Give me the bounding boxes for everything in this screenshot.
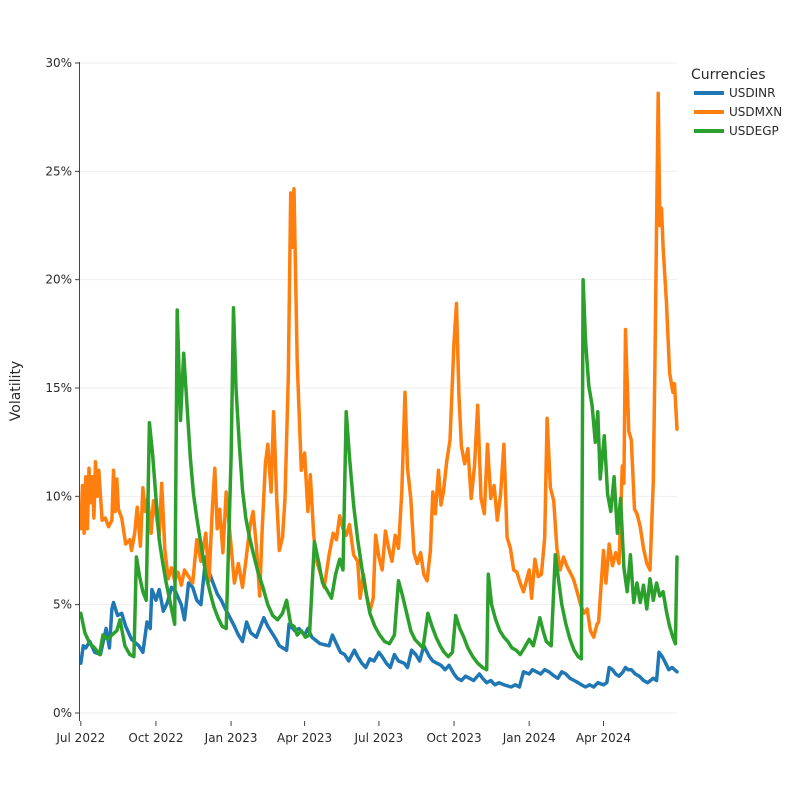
y-tick-label: 25% bbox=[45, 164, 72, 178]
x-tick-label: Jul 2023 bbox=[353, 731, 403, 745]
y-axis-title: Volatility bbox=[8, 361, 24, 421]
series-line-usdegp bbox=[79, 277, 679, 672]
x-tick-label: Oct 2022 bbox=[128, 731, 183, 745]
series-lines bbox=[79, 91, 679, 689]
legend-items: USDINR USDMXN USDEGP bbox=[694, 86, 782, 138]
x-tick-label: Apr 2023 bbox=[277, 731, 332, 745]
x-tick-label: Jul 2022 bbox=[55, 731, 105, 745]
y-axis-ticks: 0% 5% 10% 15% 20% 25% 30% bbox=[45, 56, 80, 720]
legend: Currencies USDINR USDMXN USDEGP bbox=[691, 67, 782, 138]
x-tick-label: Jan 2023 bbox=[204, 731, 258, 745]
y-tick-label: 0% bbox=[53, 706, 72, 720]
x-tick-label: Apr 2024 bbox=[576, 731, 631, 745]
y-tick-label: 20% bbox=[45, 273, 72, 287]
y-tick-label: 5% bbox=[53, 598, 72, 612]
legend-title: Currencies bbox=[691, 67, 766, 83]
legend-label: USDMXN bbox=[729, 105, 782, 119]
y-tick-label: 30% bbox=[45, 56, 72, 70]
legend-label: USDEGP bbox=[729, 124, 779, 138]
x-axis-ticks: Jul 2022 Oct 2022 Jan 2023 Apr 2023 Jul 2023… bbox=[55, 721, 631, 745]
y-tick-label: 15% bbox=[45, 381, 72, 395]
x-tick-label: Jan 2024 bbox=[502, 731, 556, 745]
legend-label: USDINR bbox=[729, 86, 776, 100]
x-tick-label: Oct 2023 bbox=[426, 731, 481, 745]
y-tick-label: 10% bbox=[45, 489, 72, 503]
